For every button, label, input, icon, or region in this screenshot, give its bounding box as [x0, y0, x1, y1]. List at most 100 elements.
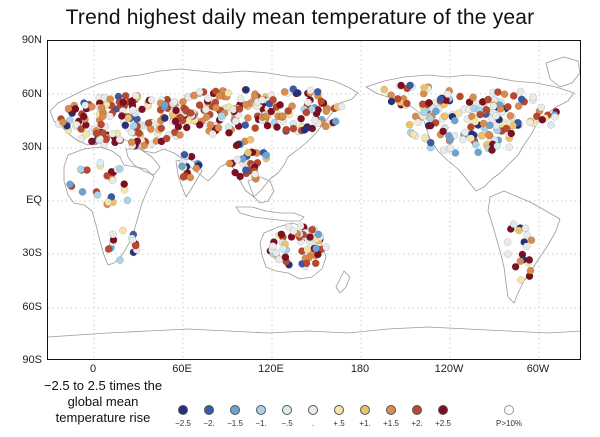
station-marker	[426, 114, 434, 123]
africa-coast	[63, 146, 155, 266]
station-marker	[484, 130, 493, 139]
station-marker	[503, 238, 512, 247]
station-marker	[486, 121, 494, 130]
station-marker	[189, 91, 198, 100]
station-marker	[532, 112, 541, 121]
station-marker	[467, 123, 475, 131]
station-marker	[439, 127, 447, 136]
station-marker	[267, 107, 275, 116]
station-marker	[273, 123, 281, 131]
station-marker	[225, 159, 234, 168]
station-marker	[157, 124, 166, 133]
station-marker	[461, 128, 469, 137]
station-marker	[172, 106, 180, 115]
station-marker	[517, 276, 525, 284]
station-marker	[97, 120, 105, 129]
station-marker	[432, 107, 440, 116]
station-marker	[268, 242, 277, 250]
station-marker	[244, 149, 252, 157]
station-marker	[468, 112, 476, 121]
station-marker	[147, 125, 155, 133]
station-marker	[509, 121, 517, 130]
caption-line: −2.5 to 2.5 times the	[43, 378, 163, 393]
scale-caption: −2.5 to 2.5 times the global mean temper…	[28, 378, 178, 426]
legend-entry: +.5	[324, 405, 354, 428]
station-marker	[492, 112, 500, 120]
station-marker	[547, 121, 555, 129]
station-marker	[446, 135, 455, 144]
station-marker	[278, 112, 287, 120]
new-zealand-coast	[335, 270, 351, 294]
station-marker	[229, 105, 238, 114]
station-marker	[276, 101, 284, 109]
station-marker	[281, 253, 290, 261]
station-marker	[258, 96, 266, 104]
station-marker	[380, 85, 389, 94]
station-marker	[459, 135, 467, 144]
station-marker	[409, 130, 418, 139]
legend-swatch	[256, 405, 266, 415]
station-marker	[289, 227, 298, 235]
station-marker	[314, 230, 323, 239]
station-marker	[525, 256, 534, 264]
station-marker	[496, 104, 505, 113]
station-marker	[509, 220, 518, 228]
station-marker	[306, 233, 314, 241]
map-panel	[47, 40, 581, 360]
station-marker	[109, 176, 117, 185]
station-marker	[77, 125, 85, 133]
station-marker	[269, 96, 277, 104]
x-tick-label: 60W	[526, 363, 550, 375]
station-marker	[236, 172, 244, 181]
station-marker	[275, 255, 283, 264]
legend-entry: .	[298, 405, 328, 428]
station-marker	[251, 124, 259, 132]
map-title: Trend highest daily mean temperature of …	[65, 6, 535, 29]
station-marker	[272, 249, 281, 257]
station-marker	[529, 93, 537, 102]
station-marker	[289, 124, 298, 133]
station-marker	[471, 117, 480, 126]
station-marker	[97, 103, 106, 112]
station-marker	[98, 112, 107, 121]
x-tick-label: 120W	[434, 363, 464, 375]
station-marker	[284, 222, 293, 231]
station-marker	[79, 112, 88, 121]
station-marker	[469, 93, 477, 102]
legend-entry: P>10%	[494, 405, 524, 428]
station-marker	[467, 134, 475, 143]
station-marker	[317, 97, 326, 106]
station-marker	[511, 262, 520, 271]
station-marker	[505, 143, 513, 151]
legend-entry: +1.5	[376, 405, 406, 428]
legend-swatch	[438, 405, 448, 415]
legend-swatch	[412, 405, 422, 415]
station-marker	[426, 138, 435, 147]
station-marker	[516, 87, 525, 96]
station-marker	[138, 105, 146, 114]
station-marker	[313, 88, 322, 96]
station-marker	[418, 100, 427, 109]
station-marker	[537, 103, 546, 112]
station-marker	[246, 136, 255, 144]
station-marker	[204, 94, 212, 103]
legend-swatch	[178, 405, 188, 415]
station-marker	[121, 92, 130, 100]
x-tick-label: 180	[350, 363, 370, 375]
legend-swatch	[334, 405, 344, 415]
station-marker	[509, 92, 518, 100]
legend-label: .	[311, 419, 315, 428]
station-marker	[195, 88, 204, 96]
station-marker	[420, 84, 428, 92]
station-marker	[212, 103, 220, 112]
station-marker	[244, 114, 252, 122]
station-marker	[522, 242, 531, 251]
station-marker	[93, 191, 102, 199]
station-marker	[127, 138, 136, 146]
station-marker	[104, 198, 113, 207]
station-marker	[474, 148, 483, 157]
station-marker	[106, 95, 115, 103]
station-marker	[120, 180, 128, 188]
station-marker	[66, 180, 74, 189]
station-marker	[311, 259, 320, 268]
